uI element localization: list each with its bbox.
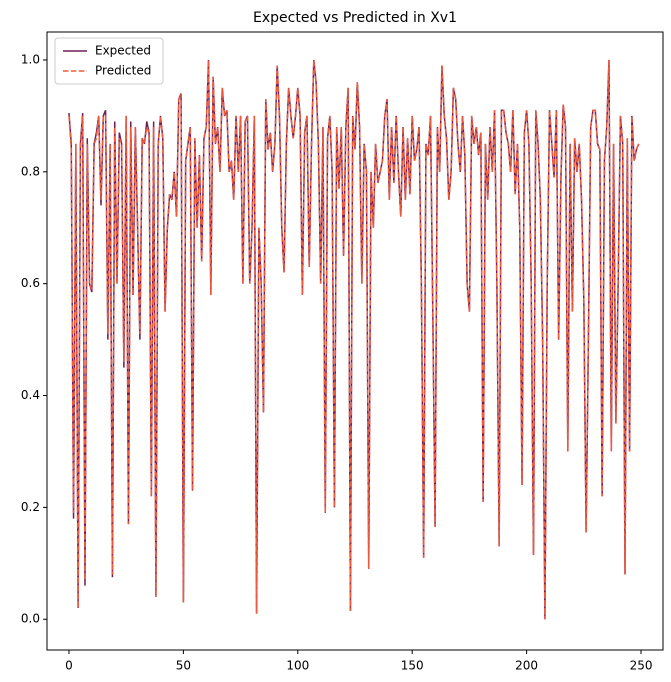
- x-tick-label: 0: [65, 659, 73, 673]
- y-tick-label: 0.8: [21, 164, 40, 178]
- x-tick-label: 200: [515, 659, 538, 673]
- plot-frame: [46, 31, 664, 651]
- legend-label: Expected: [95, 44, 151, 58]
- y-tick-label: 0.2: [21, 500, 40, 514]
- y-tick-label: 0.4: [21, 388, 40, 402]
- series-line: [68, 59, 640, 620]
- x-tick-label: 150: [401, 659, 424, 673]
- y-tick-label: 0.6: [21, 276, 40, 290]
- y-tick-label: 0.0: [21, 612, 40, 626]
- chart-title: Expected vs Predicted in Xv1: [253, 10, 457, 26]
- x-tick-label: 100: [286, 659, 309, 673]
- y-tick-label: 1.0: [21, 52, 40, 66]
- x-tick-label: 250: [630, 659, 653, 673]
- legend-box: [54, 37, 164, 85]
- legend-label: Predicted: [95, 64, 151, 78]
- x-tick-label: 50: [176, 659, 191, 673]
